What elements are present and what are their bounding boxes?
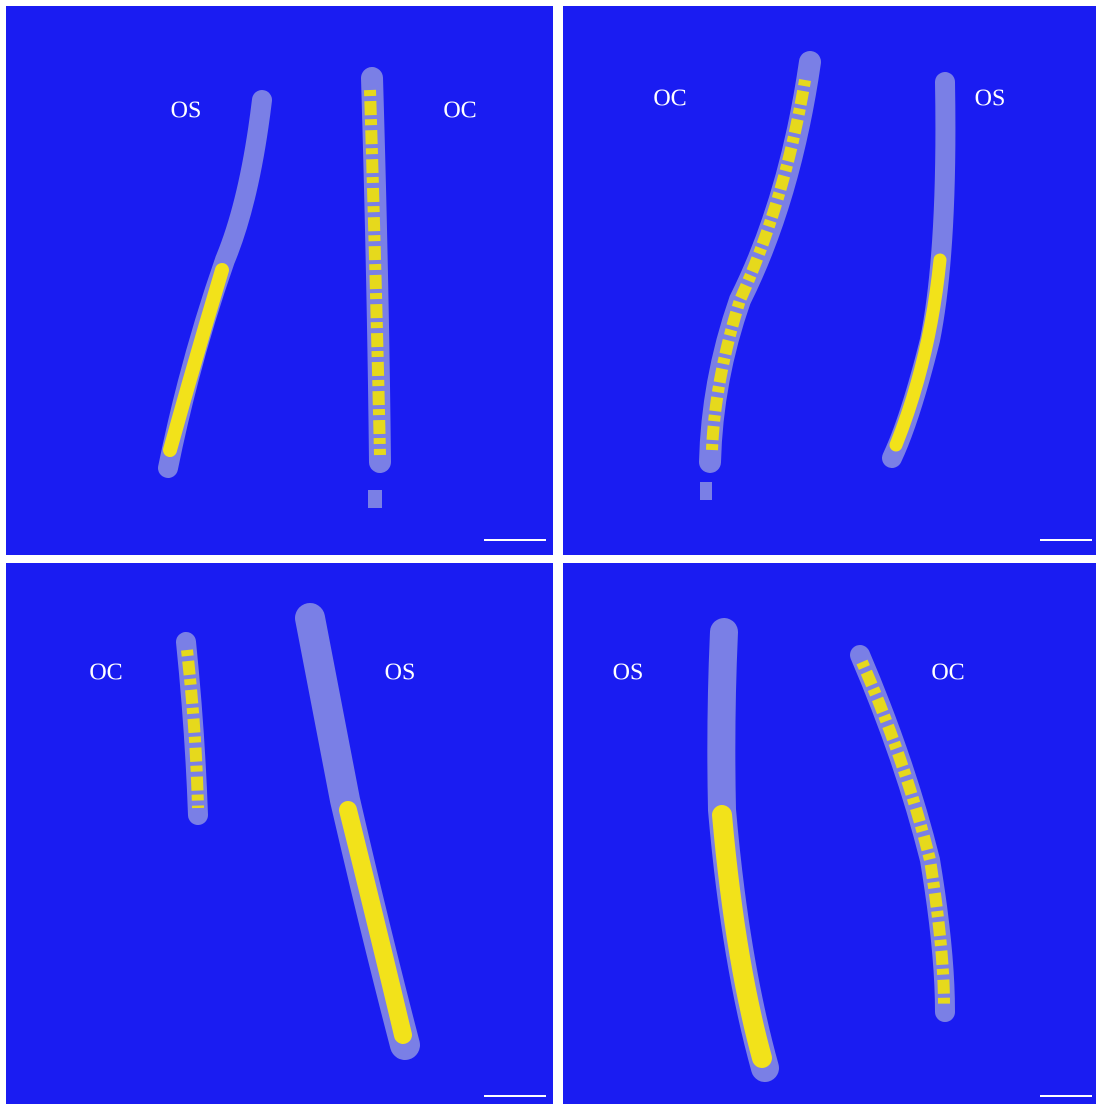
root-label: OS bbox=[975, 86, 1006, 112]
root-label: OS bbox=[171, 98, 202, 124]
root-label: OS bbox=[385, 660, 416, 686]
panel bbox=[563, 6, 1096, 555]
panel bbox=[6, 6, 553, 555]
panel bbox=[6, 563, 553, 1104]
root-label: OS bbox=[613, 660, 644, 686]
scale-bars bbox=[484, 539, 1092, 1097]
root-label: OC bbox=[443, 98, 476, 124]
root-label: OC bbox=[931, 660, 964, 686]
root-renderings bbox=[158, 51, 956, 1082]
panel bbox=[563, 563, 1096, 1104]
root-label: OC bbox=[653, 86, 686, 112]
root-label: OC bbox=[89, 660, 122, 686]
